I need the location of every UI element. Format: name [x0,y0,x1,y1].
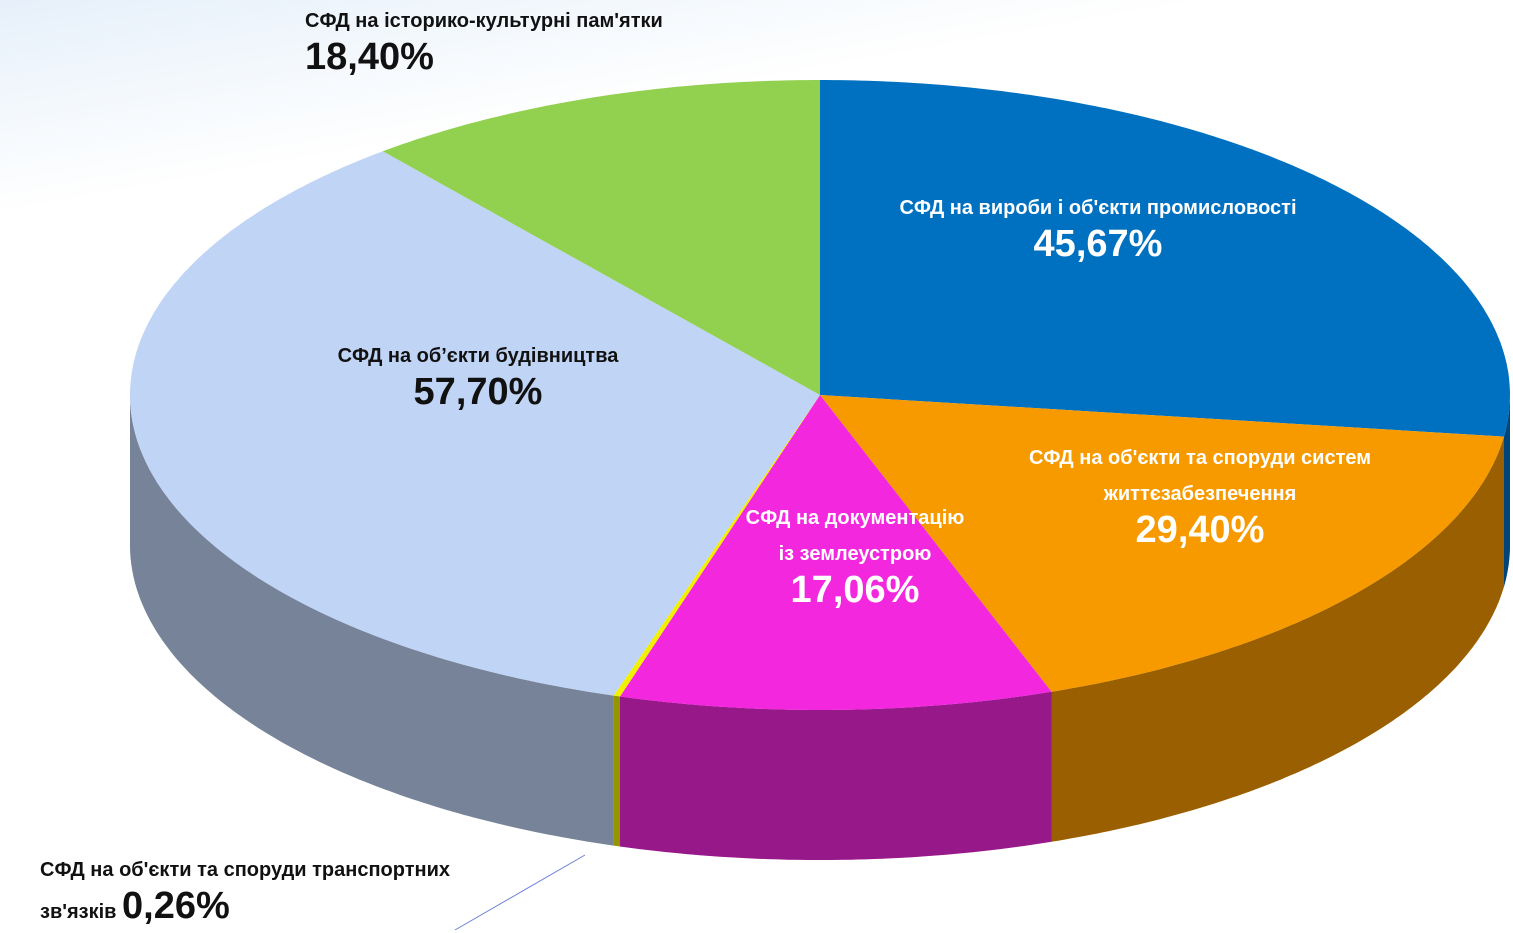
value-label: 0,26% [122,885,230,927]
category-name: СФД на вироби і об'єкти промисловості [899,197,1297,219]
value-label: 45,67% [1033,223,1163,265]
pie-side [1504,395,1510,587]
category-name: СФД на об'єкти та споруди систем життєза… [1028,447,1372,505]
pie-slice [820,80,1510,437]
pie-side-shade [130,395,614,846]
leader-line [454,854,586,931]
pie-side-shade [1051,436,1504,842]
value-label: 17,06% [790,569,920,611]
pie-side [130,395,614,846]
pie-side [613,695,620,847]
pie-slice [820,395,1504,692]
slice-label: СФД на об’єкти будівництва 57,70% [268,338,688,413]
slice-label: СФД на документацію із землеустрою 17,06… [745,500,965,611]
category-name: СФД на історико-культурні пам'ятки [305,10,663,32]
value-label: 18,40% [305,36,434,78]
slice-label: СФД на об'єкти та споруди систем життєза… [1000,440,1400,551]
pie-side [620,691,1052,860]
slice-label: СФД на вироби і об'єкти промисловості 45… [888,190,1308,268]
slice-label: СФД на історико-культурні пам'ятки 18,40… [305,3,685,81]
value-label: 29,40% [1135,509,1265,551]
value-label: 57,70% [413,371,543,413]
category-name: СФД на об’єкти будівництва [337,345,619,367]
pie-slice [130,151,820,696]
pie-side-shade [1504,395,1510,587]
category-name: СФД на об'єкти та споруди транспортних з… [40,859,450,923]
pie-side-shade [613,695,620,847]
category-name: СФД на документацію із землеустрою [745,507,965,565]
pie-slice [613,395,820,697]
slice-label: СФД на об'єкти та споруди транспортних з… [40,852,460,930]
pie-slice [620,395,1052,710]
pie-slice [382,80,820,395]
pie-side-shade [620,691,1052,860]
pie-side [1051,436,1504,842]
